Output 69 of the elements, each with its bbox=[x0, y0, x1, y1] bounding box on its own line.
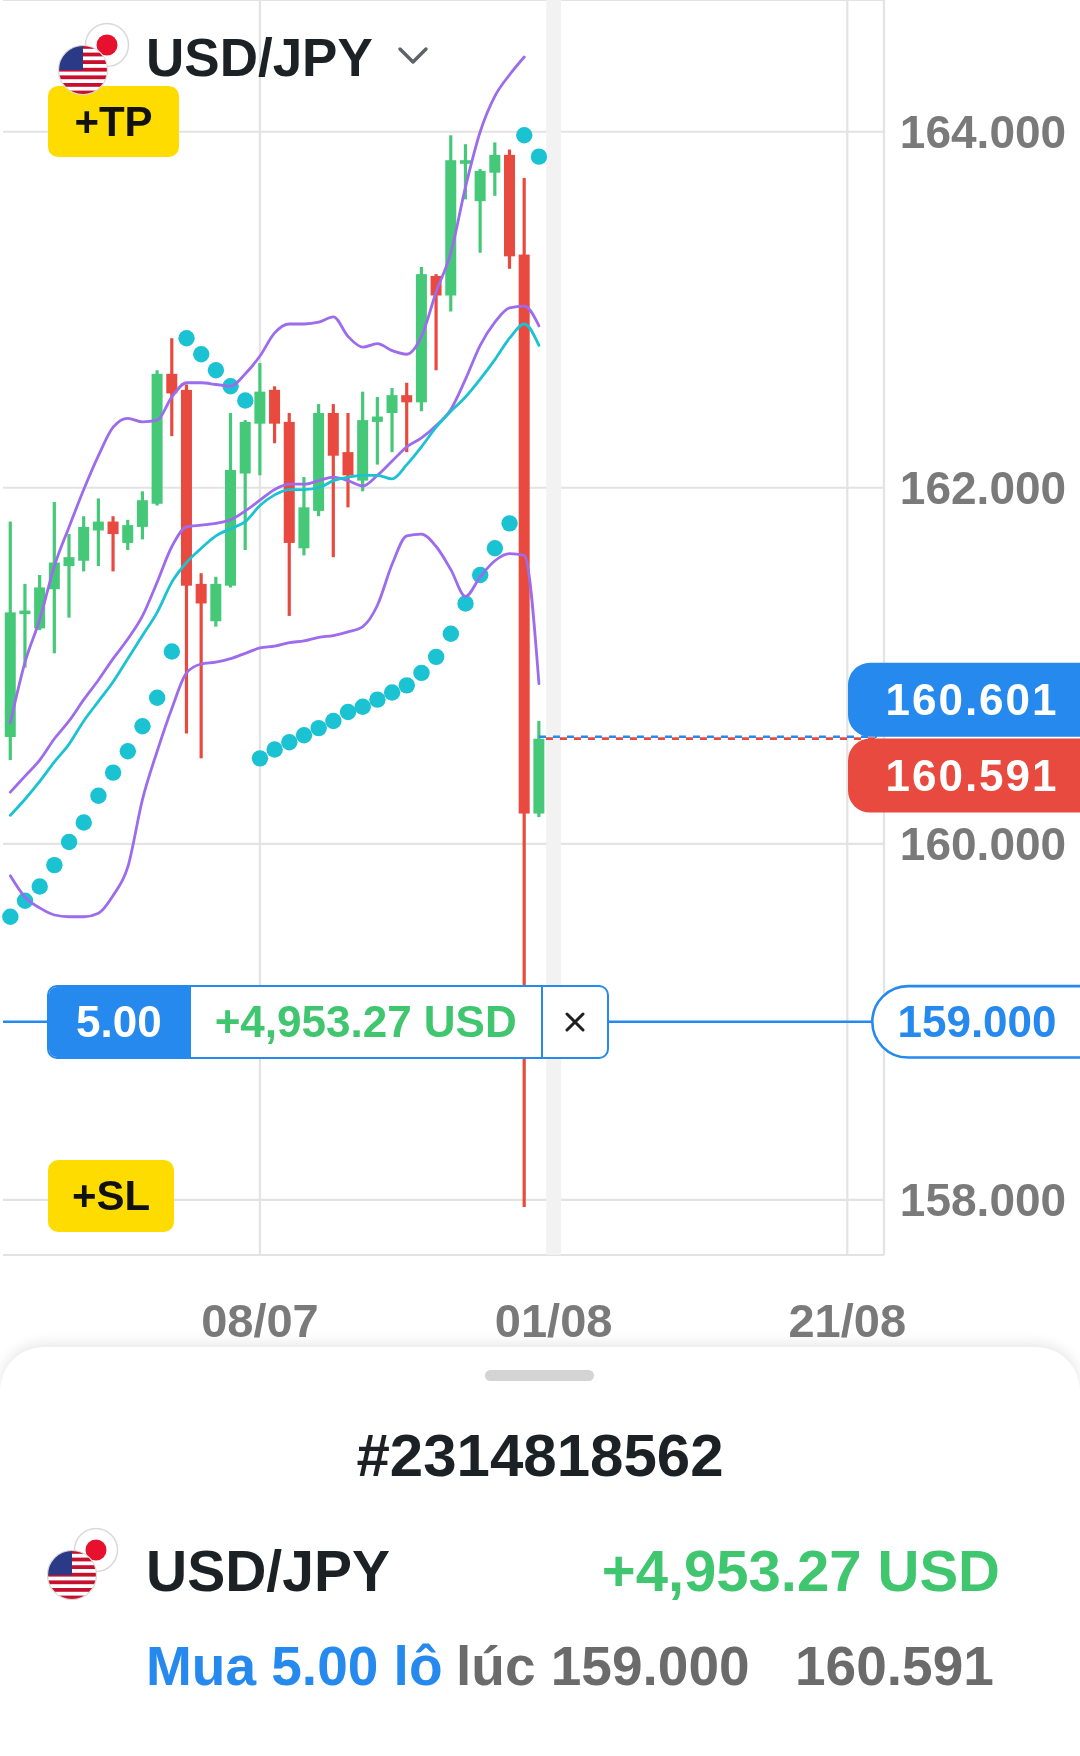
text: lúc 159.000 bbox=[456, 1634, 750, 1699]
candlestick bbox=[122, 519, 134, 552]
candlestick bbox=[386, 388, 398, 454]
candlestick bbox=[63, 534, 75, 618]
candlestick bbox=[166, 338, 178, 438]
point bbox=[354, 698, 371, 715]
point bbox=[383, 684, 401, 701]
candlestick bbox=[195, 573, 207, 759]
y-tick-label: 160.000 bbox=[899, 817, 1067, 870]
point bbox=[310, 719, 327, 737]
point bbox=[281, 734, 298, 751]
ref-line-label: 160.601 bbox=[885, 675, 1059, 725]
point bbox=[251, 750, 269, 767]
point bbox=[501, 515, 518, 532]
point bbox=[266, 741, 283, 758]
point bbox=[148, 689, 166, 707]
point bbox=[457, 595, 474, 612]
annotation: +TP bbox=[74, 97, 153, 145]
x-tick-label: 08/07 bbox=[201, 1293, 319, 1347]
sl-button: +SL bbox=[48, 1160, 174, 1232]
point bbox=[369, 691, 386, 708]
point bbox=[90, 787, 107, 804]
point bbox=[295, 727, 313, 744]
annotation: +4,953.27 USD bbox=[214, 996, 517, 1046]
candlestick bbox=[401, 382, 413, 454]
point bbox=[119, 743, 137, 760]
point bbox=[2, 908, 19, 925]
text: +4,953.27 USD bbox=[601, 1537, 1000, 1606]
text: USD/JPY bbox=[146, 1537, 390, 1605]
tp-button: +TP bbox=[48, 86, 179, 157]
candlestick bbox=[92, 498, 104, 568]
point bbox=[486, 540, 504, 557]
text: USD/JPY bbox=[146, 27, 373, 89]
point bbox=[193, 346, 210, 363]
text: Mua 5.00 lô bbox=[146, 1634, 443, 1699]
point bbox=[46, 856, 63, 874]
point bbox=[134, 718, 151, 735]
y-tick-label: 164.000 bbox=[899, 105, 1067, 158]
y-tick-label: 158.000 bbox=[899, 1173, 1067, 1226]
line-series bbox=[8, 532, 541, 919]
point bbox=[75, 814, 92, 831]
point bbox=[398, 677, 415, 694]
point bbox=[339, 703, 357, 721]
candlestick bbox=[107, 516, 119, 572]
point bbox=[325, 712, 342, 730]
point bbox=[413, 664, 430, 682]
x-tick-label: 01/08 bbox=[494, 1293, 613, 1347]
candlestick bbox=[489, 142, 501, 196]
point bbox=[178, 330, 195, 347]
point bbox=[516, 127, 533, 144]
point bbox=[163, 643, 181, 660]
point bbox=[60, 833, 78, 851]
point bbox=[207, 362, 225, 379]
y-tick-label: 162.000 bbox=[899, 461, 1067, 514]
ref-line-label: 160.591 bbox=[885, 751, 1059, 801]
ref-line-label: 159.000 bbox=[897, 997, 1057, 1047]
point bbox=[427, 648, 445, 666]
candlestick bbox=[342, 412, 354, 508]
x-tick-label: 21/08 bbox=[788, 1293, 907, 1347]
text: 160.591 bbox=[795, 1634, 994, 1699]
point bbox=[237, 392, 254, 409]
text: #2314818562 bbox=[356, 1421, 724, 1491]
point bbox=[31, 878, 48, 895]
point bbox=[104, 764, 122, 781]
annotation: +SL bbox=[71, 1172, 151, 1219]
point bbox=[530, 148, 548, 165]
candlestick bbox=[371, 396, 383, 465]
annotation: 5.00 bbox=[76, 996, 162, 1046]
point bbox=[442, 625, 460, 642]
